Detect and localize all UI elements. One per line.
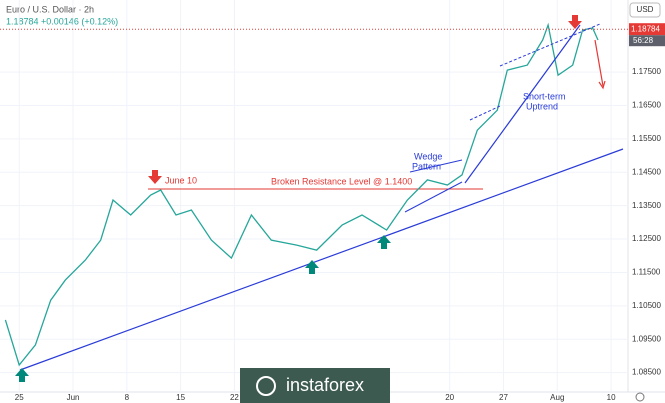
y-tick-label: 1.08500: [632, 368, 661, 377]
price-tag-label: 1.18784: [631, 24, 660, 33]
y-tick-label: 1.09500: [632, 334, 661, 343]
x-tick-label: 15: [176, 393, 185, 402]
x-tick-label: 10: [607, 393, 616, 402]
down-arrow: [568, 15, 582, 29]
up-arrow: [305, 260, 319, 274]
y-tick-label: 1.12500: [632, 234, 661, 243]
trend-line: [19, 148, 624, 371]
x-tick-label: 27: [499, 393, 508, 402]
watermark: instaforex: [286, 375, 364, 395]
forecast-arrow: [594, 39, 604, 87]
x-tick-label: 25: [15, 393, 24, 402]
up-arrow: [377, 235, 391, 249]
y-tick-label: 1.10500: [632, 301, 661, 310]
annotation: Wedge: [414, 151, 442, 161]
trend-line: [464, 24, 581, 184]
x-tick-label: Aug: [550, 393, 564, 402]
settings-icon[interactable]: [635, 392, 645, 402]
x-tick-label: 8: [125, 393, 130, 402]
watermark-box: [240, 368, 390, 403]
wedge-line: [409, 159, 463, 173]
forecast-arrow-head: [598, 80, 606, 90]
wedge-line: [404, 181, 463, 213]
y-tick-label: 1.14500: [632, 167, 661, 176]
x-tick-label: Jun: [67, 393, 80, 402]
y-tick-label: 1.15500: [632, 134, 661, 143]
channel-line: [469, 105, 501, 121]
channel-line: [499, 23, 601, 67]
y-tick-label: 1.16500: [632, 101, 661, 110]
y-tick-label: 1.13500: [632, 201, 661, 210]
quote: 1.18784 +0.00146 (+0.12%): [6, 16, 118, 26]
watermark-logo: [256, 376, 276, 396]
x-tick-label: 22: [230, 393, 239, 402]
annotation: Broken Resistance Level @ 1.1400: [271, 176, 412, 186]
currency-button[interactable]: [629, 2, 661, 18]
y-tick-label: 1.17500: [632, 67, 661, 76]
symbol-title: Euro / U.S. Dollar · 2h: [6, 4, 94, 14]
countdown: 56:28: [633, 36, 654, 45]
down-arrow: [148, 170, 162, 184]
annotation: June 10: [165, 175, 197, 185]
up-arrow: [15, 368, 29, 382]
annotation: Uptrend: [526, 101, 558, 111]
annotation: Pattern: [412, 161, 441, 171]
currency: USD: [637, 5, 654, 14]
y-tick-label: 1.11500: [632, 268, 661, 277]
price-line: [4, 22, 599, 367]
countdown-tag: [629, 35, 665, 47]
annotation: Short-term: [523, 91, 566, 101]
price-tag: [629, 23, 665, 36]
x-tick-label: 20: [445, 393, 454, 402]
